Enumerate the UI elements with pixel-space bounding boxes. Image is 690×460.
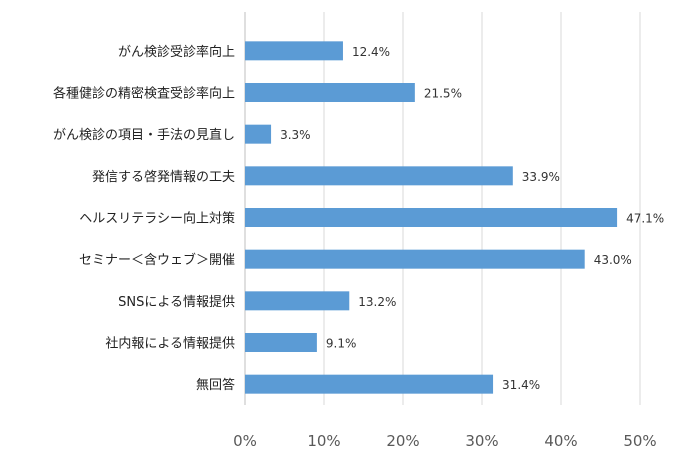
x-tick-label: 20% bbox=[386, 432, 419, 450]
value-label: 3.3% bbox=[280, 128, 311, 142]
x-tick-label: 40% bbox=[544, 432, 577, 450]
category-labels: がん検診受診率向上各種健診の精密検査受診率向上がん検診の項目・手法の見直し発信す… bbox=[53, 44, 235, 393]
category-label: セミナー＜含ウェブ＞開催 bbox=[79, 252, 235, 268]
category-label: 社内報による情報提供 bbox=[105, 336, 235, 352]
category-label: がん検診受診率向上 bbox=[118, 44, 235, 60]
value-label: 9.1% bbox=[326, 337, 357, 351]
category-label: 発信する啓発情報の工夫 bbox=[92, 170, 235, 185]
category-label: がん検診の項目・手法の見直し bbox=[53, 127, 235, 143]
x-tick-label: 30% bbox=[465, 432, 498, 450]
category-label: ヘルスリテラシー向上対策 bbox=[79, 211, 235, 227]
bar bbox=[245, 249, 585, 269]
value-label: 13.2% bbox=[358, 295, 396, 309]
bar bbox=[245, 291, 350, 311]
bars bbox=[245, 41, 618, 394]
bar bbox=[245, 41, 343, 61]
x-tick-labels: 0% 10% 20% 30% 40% 50% bbox=[233, 432, 657, 450]
category-label: 各種健診の精密検査受診率向上 bbox=[53, 86, 235, 102]
x-tick-label: 0% bbox=[233, 432, 257, 450]
value-label: 21.5% bbox=[424, 87, 462, 101]
bar bbox=[245, 83, 415, 102]
bar bbox=[245, 166, 513, 186]
value-label: 31.4% bbox=[502, 378, 540, 392]
category-label: SNSによる情報提供 bbox=[118, 294, 235, 310]
bar bbox=[245, 208, 618, 227]
bar bbox=[245, 333, 317, 352]
x-tick-label: 50% bbox=[623, 432, 656, 450]
value-label: 43.0% bbox=[594, 253, 632, 267]
bar bbox=[245, 374, 494, 394]
bar bbox=[245, 124, 272, 144]
x-tick-label: 10% bbox=[307, 432, 340, 450]
value-label: 12.4% bbox=[352, 45, 390, 59]
value-label: 47.1% bbox=[626, 212, 664, 226]
value-labels: 12.4% 21.5% 3.3% 33.9% 47.1% 43.0% 13.2% 9.1% 31… bbox=[280, 45, 664, 392]
category-label: 無回答 bbox=[196, 377, 235, 393]
value-label: 33.9% bbox=[522, 170, 560, 184]
